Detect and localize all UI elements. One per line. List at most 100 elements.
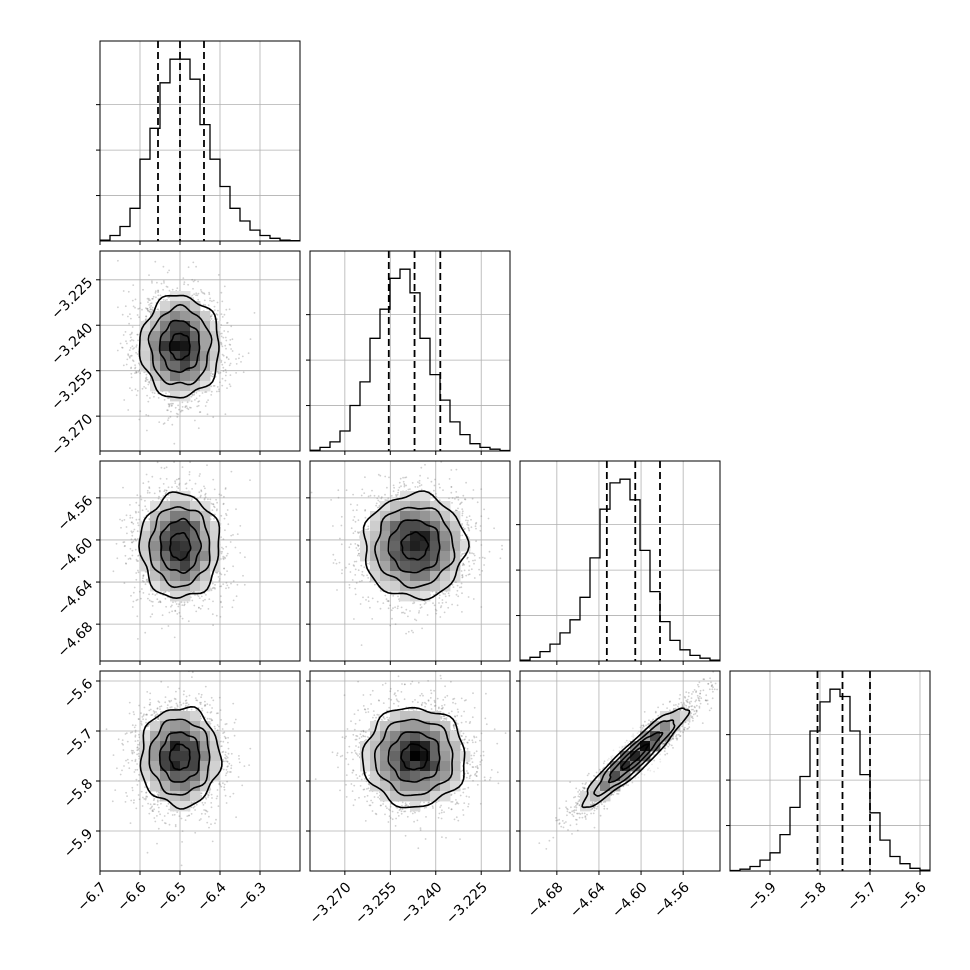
sample-point <box>144 505 147 508</box>
sample-point <box>214 587 216 590</box>
sample-point <box>225 356 228 359</box>
sample-point <box>200 290 203 293</box>
sample-point <box>145 377 147 380</box>
panel-frame <box>99 40 301 242</box>
sample-point <box>129 355 132 357</box>
sample-point <box>129 333 132 336</box>
sample-point <box>229 374 232 376</box>
sample-point <box>224 344 227 347</box>
sample-point <box>186 601 189 604</box>
sample-point <box>119 342 122 345</box>
sample-point <box>135 599 138 602</box>
sample-point <box>125 562 127 565</box>
sample-point <box>225 581 228 584</box>
sample-point <box>129 313 131 315</box>
sample-point <box>177 487 180 490</box>
sample-point <box>142 580 145 583</box>
sample-point <box>130 594 132 597</box>
sample-point <box>144 631 147 634</box>
density-cell <box>200 311 211 322</box>
sample-point <box>187 283 190 286</box>
sample-point <box>204 391 207 393</box>
density-cell <box>160 341 171 352</box>
sample-point <box>179 615 182 618</box>
sample-point <box>208 598 211 600</box>
sample-point <box>145 378 148 381</box>
sample-point <box>190 406 192 409</box>
sample-point <box>216 571 219 573</box>
sample-point <box>137 560 140 562</box>
sample-point <box>187 408 190 411</box>
sample-point <box>192 287 194 290</box>
sample-point <box>193 591 195 593</box>
sample-point <box>228 343 231 346</box>
sample-point <box>152 297 154 300</box>
sample-point <box>173 461 176 463</box>
sample-point <box>129 514 132 517</box>
histogram-step-line <box>730 688 930 872</box>
sample-point <box>128 355 131 358</box>
sample-point <box>216 301 219 304</box>
sample-point <box>223 330 226 332</box>
scatter-panel-2-1 <box>96 250 301 455</box>
sample-point <box>137 370 140 373</box>
sample-point <box>197 400 200 403</box>
sample-point <box>131 299 134 302</box>
sample-point <box>163 467 166 470</box>
sample-point <box>146 307 149 310</box>
sample-point <box>224 374 227 377</box>
sample-point <box>157 291 160 294</box>
sample-point <box>220 552 223 555</box>
sample-point <box>123 545 126 548</box>
sample-point <box>235 363 238 365</box>
sample-point <box>210 390 213 393</box>
sample-point <box>140 498 143 501</box>
sample-point <box>136 560 139 562</box>
sample-point <box>215 498 218 501</box>
sample-point <box>178 603 180 606</box>
sample-point <box>170 402 173 405</box>
sample-point <box>123 582 126 584</box>
sample-point <box>146 297 149 300</box>
sample-point <box>150 308 152 310</box>
sample-point <box>219 615 222 618</box>
sample-point <box>230 470 233 473</box>
sample-point <box>172 402 174 405</box>
sample-point <box>191 394 194 396</box>
sample-point <box>148 486 151 488</box>
sample-point <box>204 405 207 407</box>
sample-point <box>220 585 223 588</box>
sample-point <box>236 583 239 586</box>
sample-point <box>147 480 150 483</box>
sample-point <box>171 404 173 407</box>
sample-point <box>135 572 138 574</box>
sample-point <box>169 403 172 405</box>
sample-point <box>210 385 213 388</box>
sample-point <box>136 333 139 336</box>
density-cell <box>170 341 181 352</box>
sample-point <box>213 506 216 509</box>
sample-point <box>181 409 184 412</box>
sample-point <box>132 540 135 543</box>
density-cell <box>140 331 151 342</box>
density-cell <box>140 361 151 372</box>
sample-point <box>174 482 177 484</box>
sample-point <box>178 477 181 480</box>
sample-point <box>131 516 134 519</box>
sample-point <box>148 517 151 520</box>
sample-point <box>183 604 186 607</box>
sample-point <box>205 391 208 393</box>
density-cell <box>150 351 161 362</box>
sample-point <box>195 397 198 400</box>
sample-point <box>136 314 139 316</box>
sample-point <box>148 274 150 276</box>
sample-point <box>220 342 223 345</box>
sample-point <box>154 290 157 293</box>
sample-point <box>173 442 176 445</box>
sample-point <box>138 316 141 319</box>
sample-point <box>223 567 225 570</box>
sample-point <box>229 339 232 341</box>
sample-point <box>146 307 148 310</box>
sample-point <box>210 372 213 375</box>
sample-point <box>165 489 168 492</box>
